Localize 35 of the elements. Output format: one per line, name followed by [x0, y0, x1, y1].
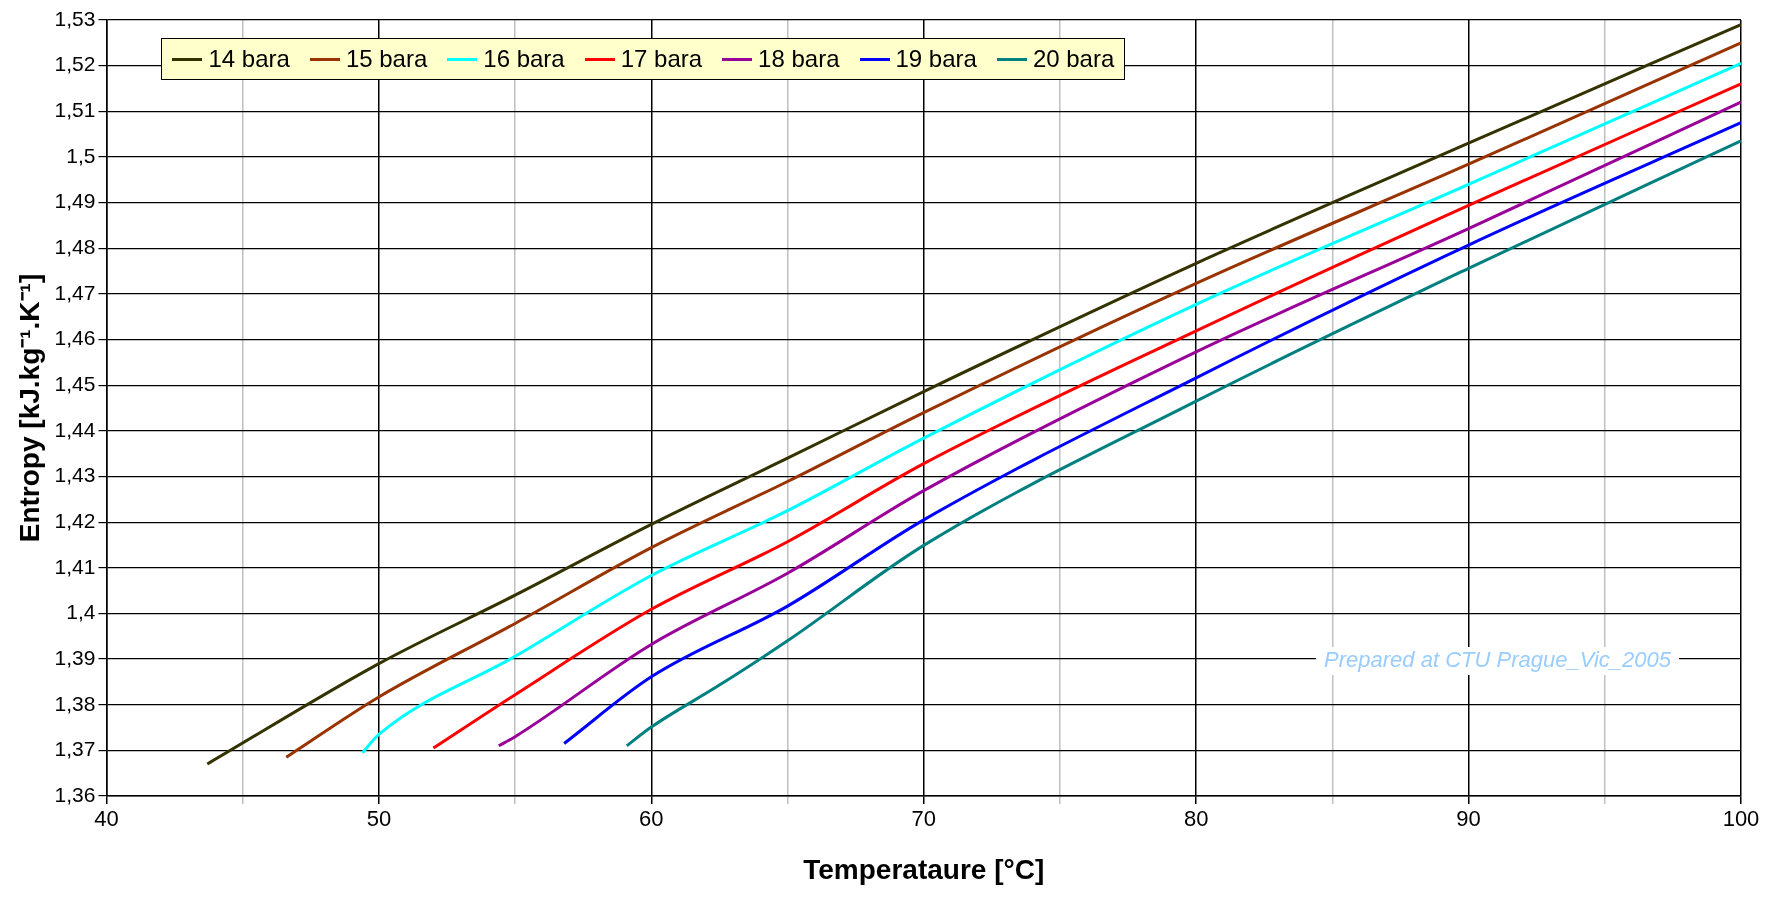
x-tick-label: 40: [94, 806, 119, 832]
legend-label: 19 bara: [895, 45, 977, 73]
legend-label: 15 bara: [345, 45, 428, 73]
legend-label: 20 bara: [1032, 45, 1115, 73]
x-tick-label: 100: [1722, 806, 1760, 832]
y-tick-label: 1,36: [54, 782, 96, 806]
x-tick-label: 90: [1456, 806, 1481, 832]
y-tick-label: 1,51: [54, 98, 96, 122]
y-tick-label: 1,41: [54, 554, 96, 578]
y-tick-label: 1,39: [54, 645, 96, 669]
y-axis-title: Entropy [kJ.kg⁻¹.K⁻¹]: [13, 273, 45, 543]
x-tick-label: 60: [639, 806, 664, 832]
legend-label: 17 bara: [620, 45, 703, 73]
y-tick-label: 1,5: [66, 143, 96, 167]
legend-label: 14 bara: [208, 45, 290, 73]
x-tick-label: 80: [1183, 806, 1209, 832]
x-tick-label: 70: [911, 806, 936, 832]
y-tick-label: 1,38: [54, 691, 96, 715]
y-tick-label: 1,42: [54, 508, 96, 532]
y-tick-label: 1,37: [54, 737, 96, 761]
y-tick-label: 1,4: [66, 600, 96, 624]
y-tick-label: 1,49: [54, 189, 96, 213]
x-tick-label: 50: [366, 806, 392, 832]
x-axis-title: Temperataure [°C]: [803, 853, 1045, 885]
y-tick-label: 1,43: [54, 463, 96, 487]
legend-label: 16 bara: [483, 45, 565, 73]
y-tick-label: 1,44: [54, 417, 96, 441]
y-tick-label: 1,46: [54, 326, 96, 350]
y-tick-label: 1,53: [54, 6, 96, 30]
annotation: Prepared at CTU Prague_Vic_2005: [1324, 647, 1672, 673]
y-tick-label: 1,52: [54, 52, 96, 76]
y-tick-label: 1,48: [54, 235, 96, 259]
y-tick-label: 1,47: [54, 280, 96, 304]
y-tick-label: 1,45: [54, 371, 96, 395]
legend-label: 18 bara: [758, 45, 840, 73]
